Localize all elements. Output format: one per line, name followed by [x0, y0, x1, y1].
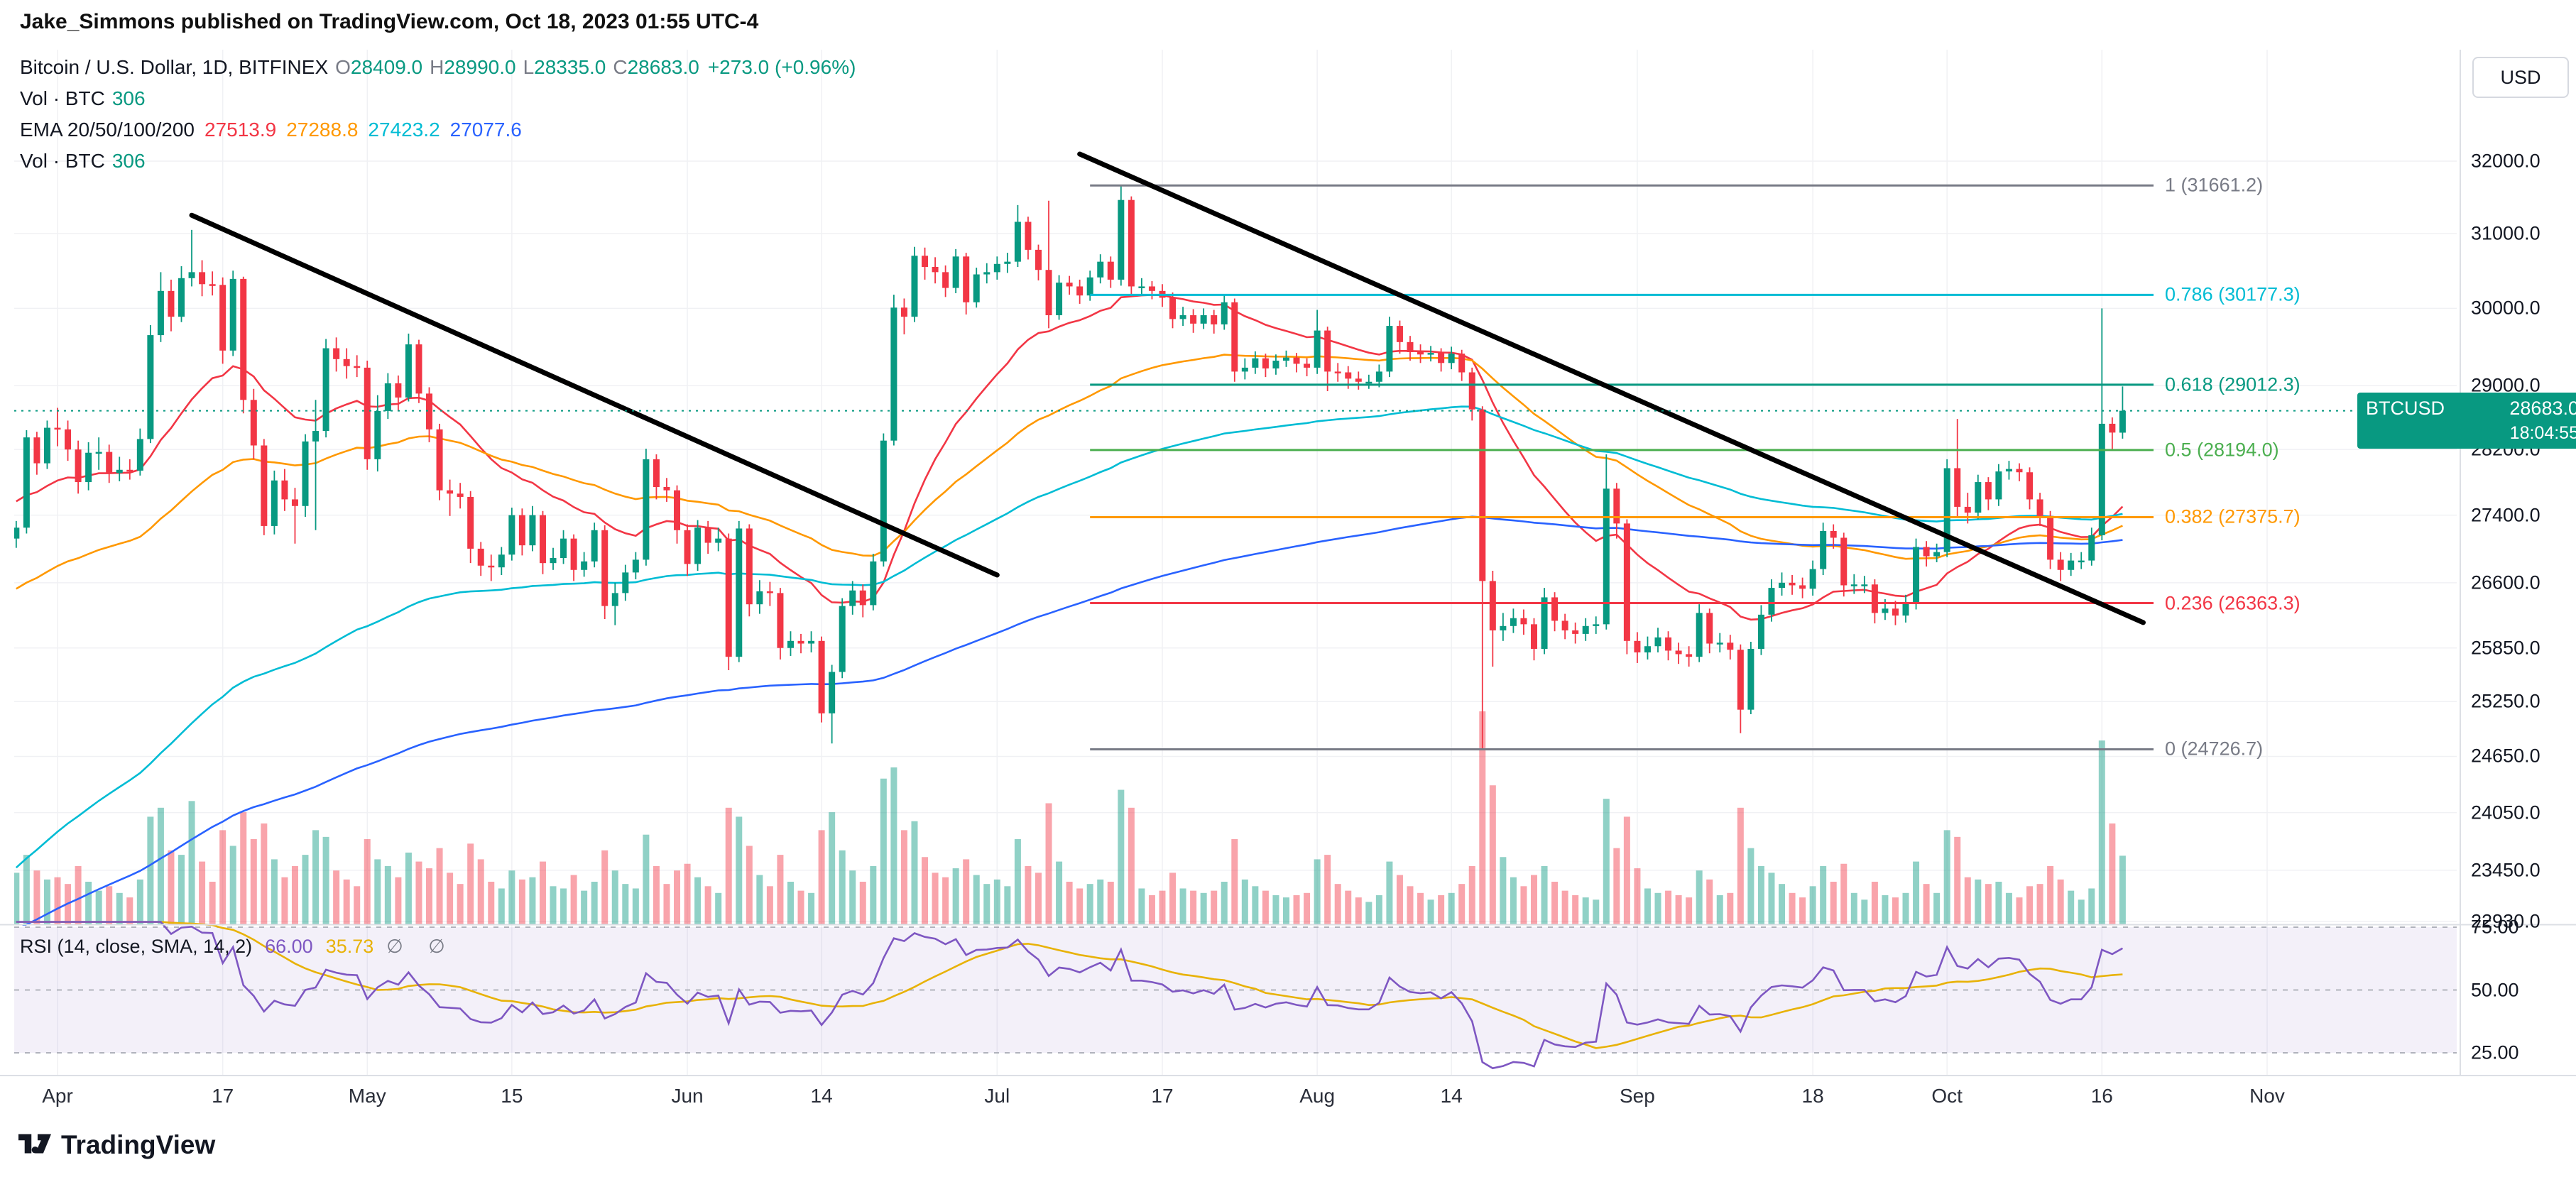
price-tag-countdown: 18:04:55	[2509, 422, 2576, 443]
ema200-value: 27077.6	[449, 119, 522, 141]
tradingview-brand[interactable]: TradingView	[61, 1130, 216, 1159]
time-tick-label: 14	[1440, 1085, 1463, 1107]
fib-level-label: 0.382 (27375.7)	[2165, 505, 2301, 527]
price-tag-symbol: BTCUSD	[2366, 397, 2445, 419]
ema-legend-row: EMA 20/50/100/200 27513.9 27288.8 27423.…	[20, 119, 522, 141]
fib-level-label: 0.5 (28194.0)	[2165, 439, 2279, 461]
rsi-tick-label: 25.00	[2471, 1041, 2519, 1063]
header: Jake_Simmons published on TradingView.co…	[20, 10, 758, 34]
price-tick-label: 30000.0	[2471, 297, 2540, 319]
ohlc-low: L 28335.0	[523, 56, 606, 78]
rsi-title[interactable]: RSI (14, close, SMA, 14, 2)	[20, 936, 253, 957]
symbol-legend-row: Bitcoin / U.S. Dollar, 1D, BITFINEX O 284…	[20, 55, 856, 80]
time-tick-label: 14	[810, 1085, 833, 1107]
currency-button[interactable]: USD	[2472, 57, 2569, 98]
rsi-legend: RSI (14, close, SMA, 14, 2) 66.00 35.73 …	[20, 936, 455, 958]
symbol-title[interactable]: Bitcoin / U.S. Dollar, 1D, BITFINEX	[20, 56, 329, 78]
time-tick-label: Jun	[671, 1085, 704, 1107]
price-tick-label: 32000.0	[2471, 150, 2540, 172]
time-tick-label: 17	[1151, 1085, 1174, 1107]
price-tick-label: 24050.0	[2471, 802, 2540, 824]
price-tag-value: 28683.0	[2509, 397, 2576, 419]
ema20-value: 27513.9	[204, 119, 277, 141]
ema100-value: 27423.2	[368, 119, 440, 141]
last-price-tag[interactable]: BTCUSD 28683.0 18:04:55	[2357, 392, 2576, 449]
time-tick-label: 16	[2090, 1085, 2113, 1107]
ohlc-high: H 28990.0	[430, 56, 516, 78]
time-tick-label: 18	[1801, 1085, 1824, 1107]
price-tick-label: 27400.0	[2471, 504, 2540, 526]
price-tick-label: 23450.0	[2471, 859, 2540, 881]
price-tick-label: 24650.0	[2471, 745, 2540, 767]
rsi-tick-label: 75.00	[2471, 916, 2519, 938]
fib-level-label: 0 (24726.7)	[2165, 738, 2264, 760]
time-tick-label: Aug	[1299, 1085, 1336, 1107]
volume-legend-row: Vol · BTC 306	[20, 87, 146, 109]
volume-value: 306	[111, 87, 146, 109]
time-tick-label: May	[348, 1085, 386, 1107]
time-tick-label: 17	[212, 1085, 234, 1107]
ohlc-close: C 28683.0	[613, 56, 699, 78]
rsi-sma-value: 35.73	[325, 936, 374, 957]
fib-level-label: 0.786 (30177.3)	[2165, 283, 2301, 305]
time-tick-label: Jul	[984, 1085, 1010, 1107]
ohlc-open: O 28409.0	[335, 56, 423, 78]
rsi-value: 66.00	[265, 936, 313, 957]
price-tick-label: 22930.0	[2471, 910, 2540, 932]
volume2-legend-row: Vol · BTC 306	[20, 150, 146, 172]
price-tick-label: 31000.0	[2471, 222, 2540, 244]
fib-level-label: 1 (31661.2)	[2165, 174, 2264, 196]
price-tick-label: 25250.0	[2471, 690, 2540, 712]
time-tick-label: Oct	[1931, 1085, 1963, 1107]
time-tick-label: Nov	[2249, 1085, 2285, 1107]
published-text: Jake_Simmons published on TradingView.co…	[20, 10, 759, 33]
rsi-tick-label: 50.00	[2471, 979, 2519, 1000]
fib-level-label: 0.618 (29012.3)	[2165, 373, 2301, 395]
rsi-empty-set-icons: ∅ ∅	[386, 936, 455, 957]
change-value: +273.0 (+0.96%)	[707, 56, 856, 78]
chart-legend: Bitcoin / U.S. Dollar, 1D, BITFINEX O 284…	[20, 55, 856, 173]
tradingview-logo-icon	[18, 1134, 51, 1157]
footer: TradingView	[18, 1130, 215, 1160]
fib-level-label: 0.236 (26363.3)	[2165, 592, 2301, 614]
volume2-value: 306	[111, 150, 146, 172]
price-tick-label: 26600.0	[2471, 571, 2540, 594]
time-tick-label: Apr	[42, 1085, 73, 1107]
price-tick-label: 25850.0	[2471, 637, 2540, 659]
time-tick-label: Sep	[1620, 1085, 1655, 1107]
ema50-value: 27288.8	[286, 119, 359, 141]
time-tick-label: 15	[501, 1085, 523, 1107]
